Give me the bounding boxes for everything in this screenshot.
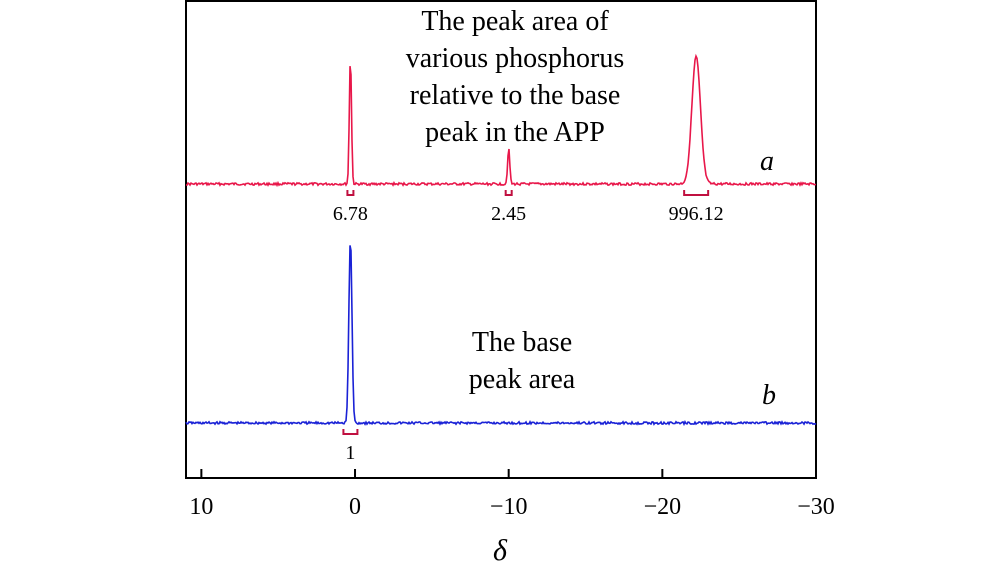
x-axis-title: δ (493, 534, 508, 567)
integration-brackets: 6.78 2.45 996.12 1 (333, 190, 724, 464)
annotation-line-4: peak in the APP (425, 117, 605, 148)
x-tick-label: 10 (189, 494, 213, 520)
x-tick-label: −10 (490, 494, 528, 520)
series-a-label: a (760, 146, 774, 177)
integration-bracket-a-2 (504, 190, 513, 196)
annotation-line-1: The peak area of (421, 6, 609, 37)
annotation-line-5: The base (472, 327, 572, 358)
x-axis-ticks: 10 0 −10 −20 −30 (189, 469, 835, 520)
integration-bracket-a-3 (683, 190, 710, 196)
x-tick-label: 0 (349, 494, 361, 520)
peak-area-label-a-3: 996.12 (669, 203, 724, 225)
integration-bracket-b-1 (342, 429, 359, 435)
peak-area-label-a-1: 6.78 (333, 203, 368, 225)
peak-area-label-b-1: 1 (345, 442, 355, 464)
annotation-line-6: peak area (469, 364, 576, 395)
x-tick-label: −30 (797, 494, 835, 520)
x-tick-label: −20 (644, 494, 682, 520)
plot-frame (185, 0, 817, 479)
annotation-line-3: relative to the base (410, 80, 621, 111)
series-b-label: b (762, 380, 776, 411)
peak-area-label-a-2: 2.45 (491, 203, 526, 225)
annotation-line-2: various phosphorus (406, 43, 625, 74)
integration-bracket-a-1 (346, 190, 355, 196)
series-b-line (185, 245, 817, 427)
series-a-line (185, 53, 817, 188)
